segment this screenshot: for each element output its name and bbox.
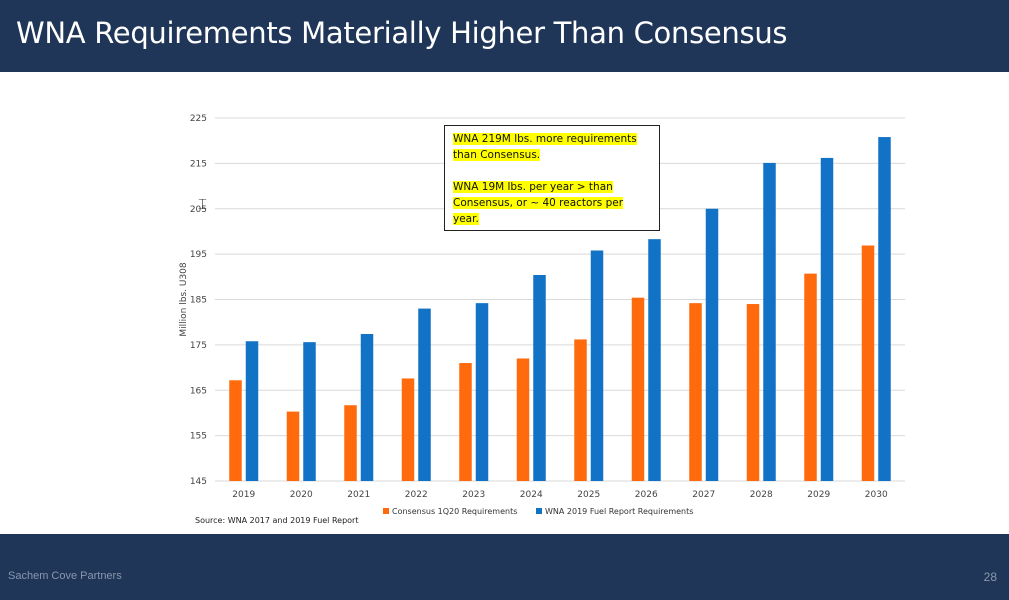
bar-wna-2021 — [360, 333, 374, 481]
bar-wna-2026 — [648, 239, 661, 481]
bar-wna-2029 — [820, 157, 834, 481]
bar-chart: 145 155 165 175 185 195 205 215 225 Million lbs. … — [179, 114, 905, 516]
bar-consensus-2026 — [631, 297, 645, 481]
x-tick-label: 2019 — [232, 490, 255, 500]
legend-swatch — [383, 508, 389, 514]
slide-title: WNA Requirements Materially Higher Than … — [16, 16, 788, 50]
y-tick-label: 155 — [190, 432, 207, 442]
bar-consensus-2022 — [401, 378, 415, 481]
bar-consensus-2030 — [861, 245, 875, 481]
y-tick-label: 225 — [190, 114, 207, 124]
annotation-box: WNA 219M lbs. more requirements than Con… — [444, 125, 660, 231]
x-tick-label: 2030 — [865, 490, 888, 500]
legend-swatch — [536, 508, 542, 514]
legend-label: WNA 2019 Fuel Report Requirements — [545, 507, 693, 516]
x-tick-label: 2026 — [635, 490, 658, 500]
x-tick-label: 2021 — [347, 490, 370, 500]
bar-wna-2027 — [705, 208, 719, 481]
annotation-line-1: WNA 219M lbs. more requirements than Con… — [453, 133, 637, 161]
text-cursor-icon: ⌶ — [198, 196, 208, 213]
bar-wna-2028 — [763, 162, 776, 481]
x-tick-label: 2022 — [405, 490, 428, 500]
y-axis-label: Million lbs. U308 — [179, 262, 189, 337]
bar-wna-2024 — [533, 274, 546, 481]
annotation-line-2: WNA 19M lbs. per year > than Consensus, … — [453, 181, 624, 225]
y-tick-label: 215 — [190, 159, 207, 169]
slide-header: WNA Requirements Materially Higher Than … — [0, 0, 1009, 72]
source-note: Source: WNA 2017 and 2019 Fuel Report — [195, 516, 359, 525]
bar-consensus-2023 — [459, 363, 472, 481]
bar-consensus-2020 — [286, 411, 300, 481]
x-tick-label: 2020 — [290, 490, 313, 500]
y-tick-label: 175 — [190, 341, 207, 351]
bar-wna-2019 — [245, 341, 259, 481]
bar-consensus-2025 — [574, 339, 587, 481]
bar-wna-2030 — [878, 137, 891, 481]
company-name: Sachem Cove Partners — [8, 570, 122, 582]
page-number: 28 — [983, 570, 997, 584]
y-tick-label: 205 — [190, 205, 207, 215]
x-tick-label: 2025 — [577, 490, 600, 500]
bar-consensus-2027 — [689, 303, 702, 481]
y-tick-label: 145 — [190, 477, 207, 487]
bar-consensus-2024 — [516, 358, 530, 481]
x-tick-label: 2024 — [520, 490, 543, 500]
x-tick-label: 2023 — [462, 490, 485, 500]
legend-label: Consensus 1Q20 Requirements — [392, 507, 517, 516]
x-tick-label: 2028 — [750, 490, 773, 500]
y-tick-label: 185 — [190, 296, 207, 306]
bar-consensus-2028 — [746, 304, 760, 481]
x-tick-label: 2029 — [807, 490, 830, 500]
slide-footer: Sachem Cove Partners 28 — [0, 534, 1009, 600]
bar-consensus-2021 — [344, 405, 357, 481]
x-tick-label: 2027 — [692, 490, 715, 500]
bar-wna-2025 — [590, 250, 604, 481]
bar-wna-2022 — [418, 308, 431, 481]
bar-wna-2023 — [475, 303, 489, 481]
bar-consensus-2029 — [804, 273, 817, 481]
bar-consensus-2019 — [229, 380, 242, 481]
y-tick-label: 165 — [190, 386, 207, 396]
bar-wna-2020 — [303, 342, 316, 481]
y-tick-label: 195 — [190, 250, 207, 260]
